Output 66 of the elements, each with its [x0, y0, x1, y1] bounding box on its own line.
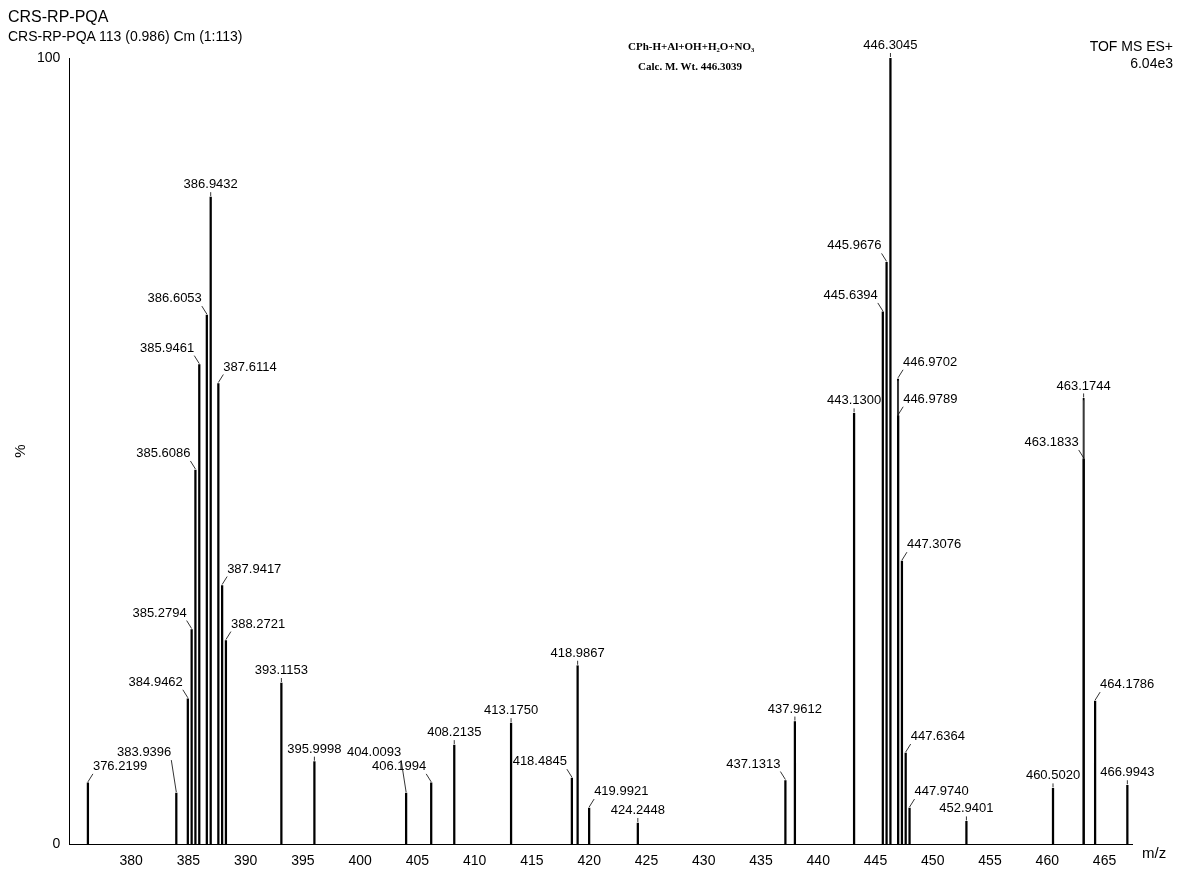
- y-tick-label: 0: [52, 835, 61, 852]
- x-tick-label: 425: [634, 852, 659, 869]
- annotation: 387.6114: [223, 358, 277, 374]
- annotation: 452.9401: [939, 800, 994, 816]
- annotation: 437.1313: [726, 755, 781, 771]
- annotation: 383.9396: [117, 744, 172, 760]
- annotation: 446.9789: [903, 390, 958, 406]
- annotation: 437.9612: [767, 700, 823, 716]
- annotation: 418.9867: [550, 644, 605, 660]
- x-axis-title: m/z: [1142, 844, 1167, 862]
- annotation: 387.9417: [227, 560, 282, 576]
- annotation: 447.6364: [910, 728, 965, 744]
- text: CPh-H+Al+OH+H₂O+NO₃: [628, 40, 755, 52]
- text: TOF MS ES+: [1089, 38, 1173, 54]
- annotation: 424.2448: [610, 802, 665, 818]
- annotation: 464.1786: [1100, 676, 1155, 692]
- annotation: 388.2721: [230, 615, 286, 631]
- annotation: 466.9943: [1100, 764, 1155, 780]
- chart-title: CRS-RP-PQA: [8, 8, 109, 26]
- annotation: 384.9462: [128, 673, 183, 689]
- x-tick-label: 380: [119, 852, 144, 869]
- x-tick-label: 385: [176, 852, 201, 869]
- annotation: 385.2794: [132, 604, 187, 620]
- x-tick-label: 440: [806, 852, 831, 869]
- annotation: 386.9432: [183, 176, 238, 192]
- annotation: 445.6394: [823, 287, 878, 303]
- x-tick-label: 390: [234, 852, 258, 869]
- annotation: 376.2199: [92, 757, 148, 773]
- annotation: 406.1994: [371, 757, 427, 773]
- x-tick-label: 435: [749, 852, 773, 869]
- annotation: 419.9921: [594, 783, 649, 799]
- x-tick-label: 450: [921, 852, 945, 869]
- annotation: 413.1750: [483, 702, 539, 718]
- annotation: 463.1744: [1056, 377, 1111, 393]
- x-tick-label: 395: [291, 852, 315, 869]
- y-axis-title: %: [11, 444, 29, 458]
- x-tick-label: 410: [463, 852, 487, 869]
- x-tick-label: 445: [863, 852, 888, 869]
- annotation: 408.2135: [427, 724, 482, 740]
- chart-subtitle: CRS-RP-PQA 113 (0.986) Cm (1:113): [8, 28, 243, 44]
- annotation: 385.9461: [140, 339, 195, 355]
- x-tick-label: 405: [405, 852, 430, 869]
- annotation: 443.1300: [826, 392, 882, 408]
- x-tick-label: 455: [978, 852, 1002, 869]
- annotation: 446.9702: [903, 353, 958, 369]
- annotation: 386.6053: [147, 290, 202, 306]
- annotation: 460.5020: [1025, 767, 1081, 783]
- annotation: 404.0093: [346, 744, 402, 760]
- x-tick-label: 465: [1092, 852, 1117, 869]
- annotation: 446.3045: [863, 37, 918, 53]
- x-tick-label: 400: [348, 852, 373, 869]
- annotation: Calc. M. Wt. 446.3039: [638, 60, 742, 72]
- x-tick-label: 415: [520, 852, 544, 869]
- annotation: 393.1153: [254, 662, 309, 678]
- annotation: 418.4845: [512, 753, 567, 769]
- annotation: 447.9740: [914, 783, 969, 799]
- annotation: 445.9676: [827, 237, 882, 253]
- annotation: 447.3076: [906, 536, 962, 552]
- annotation: 395.9998: [287, 740, 342, 756]
- y-tick-label: 100: [37, 48, 61, 65]
- annotation: 463.1833: [1024, 434, 1079, 450]
- x-tick-label: 460: [1035, 852, 1060, 869]
- annotation: 385.6086: [136, 445, 191, 461]
- x-tick-label: 430: [692, 852, 716, 869]
- x-tick-label: 420: [577, 852, 602, 869]
- annotation: 6.04e3: [1130, 55, 1173, 71]
